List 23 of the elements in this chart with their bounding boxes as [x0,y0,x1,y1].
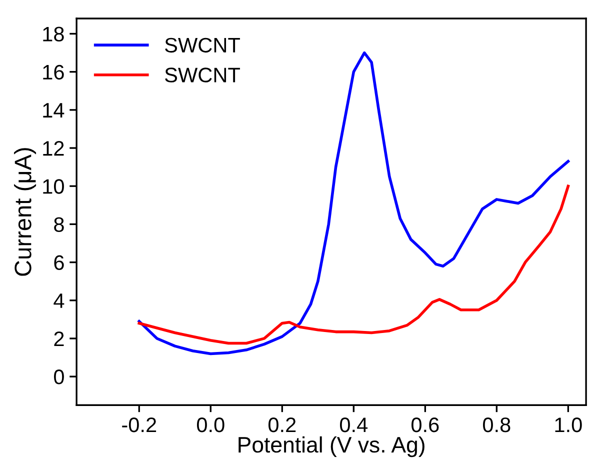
line-series [138,184,570,345]
y-tick-label: 16 [43,64,64,80]
x-tick-label: 0.0 [196,417,224,432]
x-tick-label: -0.2 [122,417,156,432]
y-tick-label: 18 [43,26,64,42]
y-tick-label: 14 [43,103,64,118]
y-tick-label: 2 [54,331,64,346]
x-axis-title: Potential (V vs. Ag) [238,436,424,458]
y-tick-label: 8 [54,217,64,232]
legend-label: SWCNT [165,38,240,53]
y-tick-label: 12 [43,141,64,156]
y-tick-label: 6 [54,255,64,270]
x-tick-label: 0.8 [483,417,510,432]
y-tick-label: 10 [43,179,64,194]
y-tick-label: 0 [54,370,64,384]
line-series [138,51,570,356]
x-tick-label: 1.0 [555,417,582,432]
legend-label: SWCNT [165,68,240,82]
x-tick-label: 0.2 [268,417,296,432]
x-tick-label: 0.6 [412,417,439,432]
y-axis-title: Current (μA) [14,148,36,276]
y-tick-label: 4 [54,294,64,308]
x-tick-label: 0.4 [340,417,368,432]
